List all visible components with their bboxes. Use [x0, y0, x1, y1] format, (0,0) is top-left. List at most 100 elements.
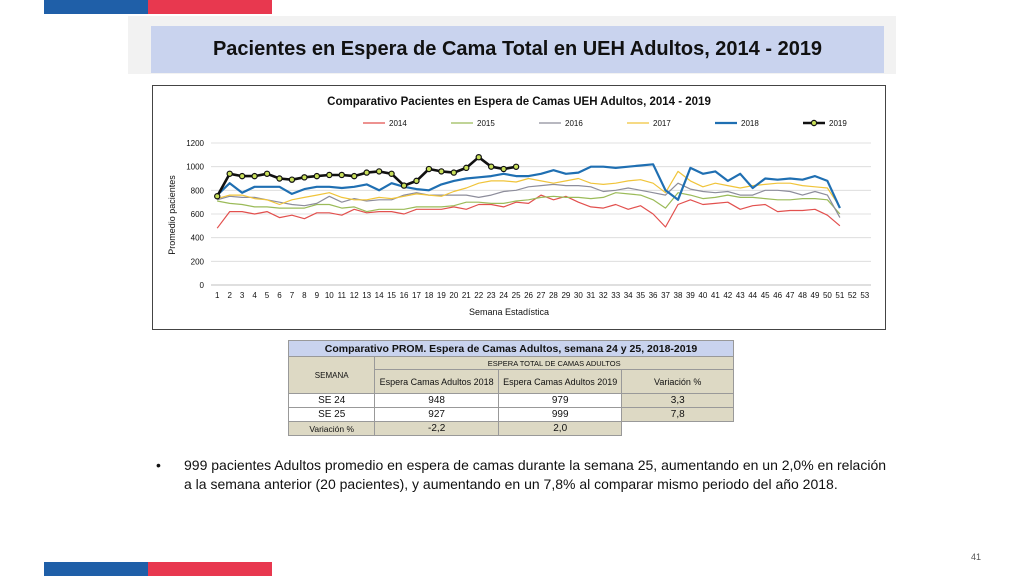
x-tick-label: 43	[736, 291, 745, 300]
x-tick-label: 37	[661, 291, 670, 300]
x-tick-label: 24	[499, 291, 508, 300]
table-cell-2018: 927	[374, 407, 499, 422]
comparison-table: Comparativo PROM. Espera de Camas Adulto…	[287, 340, 734, 436]
x-tick-label: 53	[860, 291, 869, 300]
x-tick-label: 51	[835, 291, 844, 300]
series-2015	[217, 192, 841, 215]
legend-label: 2015	[477, 119, 495, 128]
data-point	[251, 172, 258, 180]
table-cell-2019: 999	[497, 407, 623, 422]
variacion-row-2019: 2,0	[497, 421, 623, 436]
y-tick-label: 800	[191, 186, 205, 195]
data-point	[400, 182, 408, 189]
data-point	[214, 193, 221, 200]
x-tick-label: 52	[848, 291, 857, 300]
x-tick-label: 19	[437, 291, 446, 300]
y-tick-label: 0	[200, 281, 205, 290]
x-tick-label: 7	[290, 291, 295, 300]
x-tick-label: 48	[798, 291, 807, 300]
table-cell-2018: 948	[374, 393, 499, 408]
y-tick-label: 400	[191, 234, 205, 243]
legend-label: 2019	[829, 119, 847, 128]
data-point	[363, 169, 370, 176]
semana-header: SEMANA	[287, 356, 376, 394]
series-2016	[217, 182, 841, 218]
x-tick-label: 42	[723, 291, 732, 300]
col-header-variacion: Variación %	[621, 369, 734, 394]
group-header: ESPERA TOTAL DE CAMAS ADULTOS	[374, 356, 734, 370]
x-tick-label: 35	[636, 291, 645, 300]
data-point	[500, 165, 507, 173]
data-point	[263, 170, 271, 177]
x-tick-label: 17	[412, 291, 421, 300]
x-tick-label: 3	[240, 291, 245, 300]
series-line-2018	[216, 163, 841, 209]
data-point	[288, 176, 296, 183]
legend-marker	[810, 119, 818, 127]
data-point	[438, 168, 445, 175]
bullet-dot-icon: •	[156, 457, 161, 473]
x-tick-label: 29	[561, 291, 570, 300]
x-tick-label: 31	[586, 291, 595, 300]
series-2014	[216, 194, 841, 229]
x-tick-label: 39	[686, 291, 695, 300]
x-tick-label: 26	[524, 291, 533, 300]
data-point	[475, 153, 482, 161]
data-point	[226, 170, 233, 177]
table-cell-semana: SE 25	[287, 407, 376, 422]
series-line-2017	[217, 170, 841, 208]
x-tick-label: 13	[362, 291, 371, 300]
y-tick-label: 600	[191, 210, 205, 219]
data-point	[338, 171, 345, 179]
y-tick-label: 1000	[186, 163, 204, 172]
x-tick-label: 46	[773, 291, 782, 300]
table-cell-variacion: 3,3	[621, 393, 734, 408]
legend-item-2017: 2017	[627, 119, 671, 128]
series-2017	[217, 170, 841, 208]
x-tick-label: 11	[338, 291, 347, 300]
x-tick-label: 2	[227, 291, 232, 300]
x-tick-label: 6	[277, 291, 282, 300]
x-tick-label: 45	[761, 291, 770, 300]
x-tick-label: 25	[512, 291, 521, 300]
empty-cell	[621, 421, 734, 436]
x-tick-label: 49	[811, 291, 820, 300]
series-line-2015	[217, 192, 841, 215]
data-point	[313, 172, 321, 180]
y-axis-label: Promedio pacientes	[167, 175, 177, 255]
x-tick-label: 38	[674, 291, 683, 300]
x-tick-label: 36	[649, 291, 658, 300]
table-cell-2019: 979	[497, 393, 623, 408]
x-tick-label: 47	[786, 291, 795, 300]
legend-item-2015: 2015	[451, 119, 495, 128]
x-tick-label: 5	[265, 291, 270, 300]
x-tick-label: 18	[424, 291, 433, 300]
x-tick-label: 12	[350, 291, 359, 300]
series-line-2014	[216, 194, 841, 229]
top-stripe-blue	[44, 0, 148, 14]
page-number: 41	[971, 552, 982, 562]
data-point	[425, 165, 433, 173]
x-tick-label: 9	[315, 291, 320, 300]
series-2018	[216, 163, 841, 209]
x-tick-label: 16	[400, 291, 409, 300]
x-tick-label: 41	[711, 291, 720, 300]
slide-title: Pacientes en Espera de Cama Total en UEH…	[212, 38, 823, 60]
y-tick-label: 200	[191, 257, 205, 266]
summary-bullet: • 999 pacientes Adultos promedio en espe…	[156, 456, 890, 494]
col-header-2018: Espera Camas Adultos 2018	[374, 369, 499, 394]
x-tick-label: 14	[375, 291, 384, 300]
data-point	[375, 168, 383, 175]
x-tick-label: 27	[537, 291, 546, 300]
legend-label: 2014	[389, 119, 407, 128]
legend-item-2018: 2018	[715, 119, 759, 128]
x-tick-label: 40	[698, 291, 707, 300]
x-tick-label: 44	[748, 291, 757, 300]
data-point	[276, 175, 283, 182]
x-tick-label: 21	[462, 291, 471, 300]
legend-label: 2016	[565, 119, 583, 128]
series-2019	[214, 153, 520, 200]
chart-title: Comparativo Pacientes en Espera de Camas…	[327, 96, 711, 108]
data-point	[450, 169, 458, 176]
legend-label: 2018	[741, 119, 759, 128]
